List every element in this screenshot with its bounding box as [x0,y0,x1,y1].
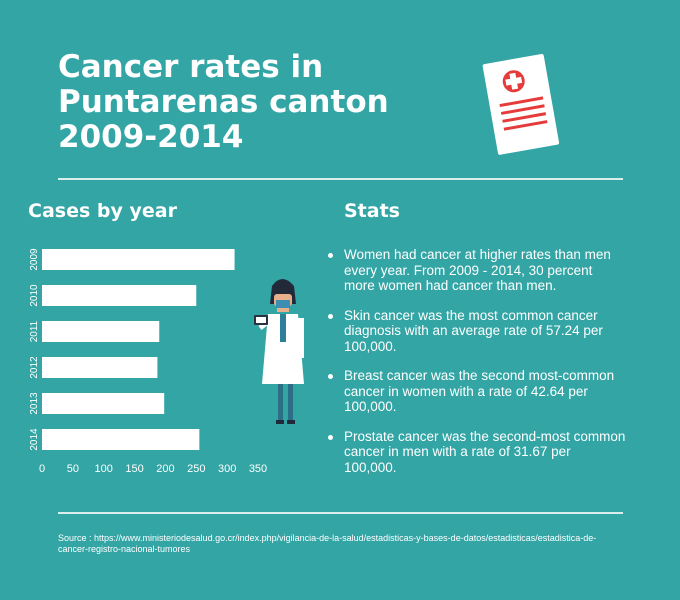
bar-2009 [42,249,235,270]
cases-bar-chart: 2009 2010 2011 2012 2013 2014 0 50 100 150 200 250 3… [29,248,267,475]
source-citation: Source : https://www.ministeriodesalud.g… [58,533,597,554]
x-tick-label-350: 350 [249,463,267,475]
category-label-2012: 2012 [29,356,40,379]
x-tick-label-300: 300 [218,463,236,475]
bar-2013 [42,393,165,414]
category-label-2014: 2014 [29,428,40,451]
category-label-2011: 2011 [29,320,40,342]
x-tick-label-200: 200 [156,463,174,475]
cases-by-year-heading: Cases by year [28,200,177,222]
page-title: Cancer rates in Puntarenas canton 2009-2… [58,49,389,155]
category-label-2010: 2010 [29,284,40,307]
category-label-2009: 2009 [29,248,40,271]
bar-2014 [42,429,200,450]
doctor-with-tablet-illustration [254,279,304,424]
stat-item-women: Women had cancer at higher rates than me… [326,247,626,294]
top-divider [58,178,623,180]
stat-item-prostate: Prostate cancer was the second-most comm… [326,429,626,476]
stat-item-breast: Breast cancer was the second most-common… [326,368,626,415]
category-label-2013: 2013 [29,392,40,415]
x-tick-label-50: 50 [67,463,79,475]
stat-item-skin: Skin cancer was the most common cancer d… [326,308,626,355]
x-tick-label-150: 150 [125,463,143,475]
medical-report-icon [482,53,560,155]
stats-heading: Stats [344,200,400,222]
bottom-divider [58,512,623,514]
stats-list: Women had cancer at higher rates than me… [326,247,626,489]
bar-2012 [42,357,158,378]
x-tick-label-0: 0 [39,463,45,475]
x-tick-label-100: 100 [95,463,113,475]
bar-2011 [42,321,160,342]
bar-2010 [42,285,197,306]
x-tick-label-250: 250 [187,463,205,475]
